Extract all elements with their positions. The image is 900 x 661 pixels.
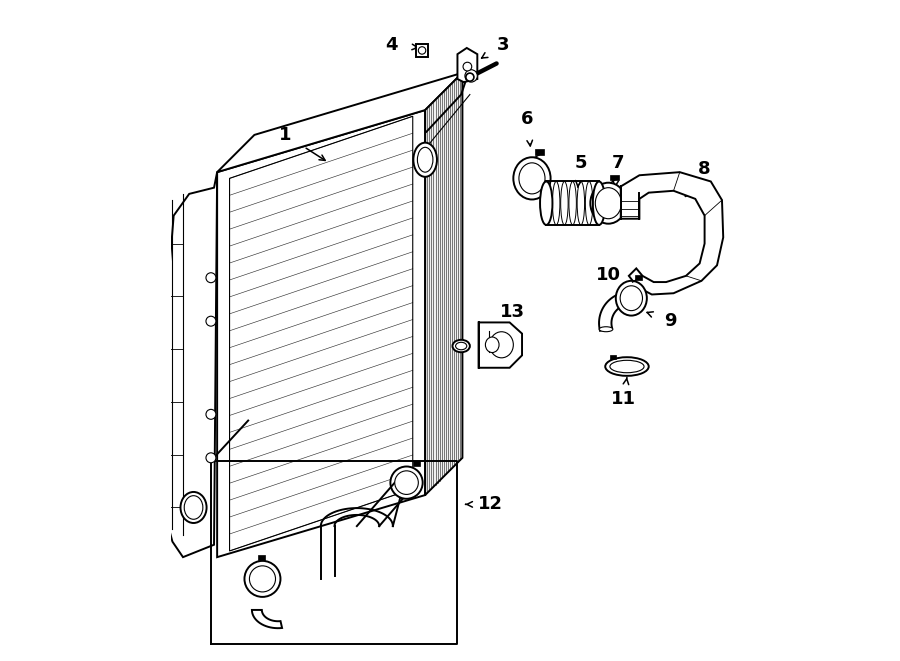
Circle shape	[418, 47, 426, 54]
Ellipse shape	[610, 360, 644, 373]
Polygon shape	[217, 110, 425, 557]
Bar	[609, 355, 616, 359]
Text: 13: 13	[500, 303, 525, 321]
Polygon shape	[252, 610, 282, 628]
Ellipse shape	[490, 332, 513, 358]
Bar	[413, 461, 420, 466]
Text: 2: 2	[478, 337, 491, 355]
Ellipse shape	[595, 188, 621, 219]
Ellipse shape	[181, 492, 207, 523]
Bar	[536, 149, 544, 155]
Text: 1: 1	[279, 126, 292, 144]
Circle shape	[206, 453, 216, 463]
Bar	[635, 275, 643, 280]
Ellipse shape	[620, 286, 643, 311]
Ellipse shape	[455, 342, 467, 350]
Text: 10: 10	[596, 266, 621, 284]
Text: 6: 6	[521, 110, 534, 128]
Ellipse shape	[590, 182, 626, 223]
Polygon shape	[621, 172, 724, 295]
Polygon shape	[479, 323, 522, 368]
Polygon shape	[217, 73, 463, 172]
Text: 11: 11	[611, 390, 636, 408]
Polygon shape	[599, 292, 629, 330]
Polygon shape	[425, 73, 463, 495]
Ellipse shape	[616, 281, 647, 315]
Ellipse shape	[391, 467, 423, 499]
Circle shape	[463, 62, 472, 71]
Ellipse shape	[485, 337, 500, 352]
Text: 9: 9	[664, 312, 677, 330]
Ellipse shape	[513, 157, 551, 200]
Ellipse shape	[605, 357, 649, 376]
Circle shape	[466, 73, 474, 81]
Ellipse shape	[599, 327, 613, 332]
Ellipse shape	[540, 182, 553, 225]
FancyBboxPatch shape	[416, 44, 428, 58]
Ellipse shape	[249, 566, 275, 592]
Ellipse shape	[453, 340, 470, 352]
Text: 3: 3	[497, 36, 509, 54]
Bar	[610, 175, 619, 180]
Circle shape	[206, 409, 216, 419]
Text: 7: 7	[611, 154, 624, 172]
Ellipse shape	[413, 143, 437, 176]
Text: 4: 4	[385, 36, 397, 54]
Circle shape	[206, 273, 216, 283]
Ellipse shape	[184, 496, 202, 520]
Circle shape	[206, 316, 216, 326]
Ellipse shape	[418, 147, 433, 172]
Ellipse shape	[593, 182, 605, 225]
Text: 12: 12	[478, 495, 503, 514]
Bar	[257, 555, 265, 560]
Circle shape	[465, 69, 477, 82]
Polygon shape	[166, 172, 217, 557]
Text: 5: 5	[574, 154, 587, 172]
Polygon shape	[457, 48, 477, 82]
Ellipse shape	[245, 561, 281, 597]
Ellipse shape	[519, 163, 545, 194]
Text: 8: 8	[698, 160, 711, 178]
Ellipse shape	[395, 471, 419, 494]
